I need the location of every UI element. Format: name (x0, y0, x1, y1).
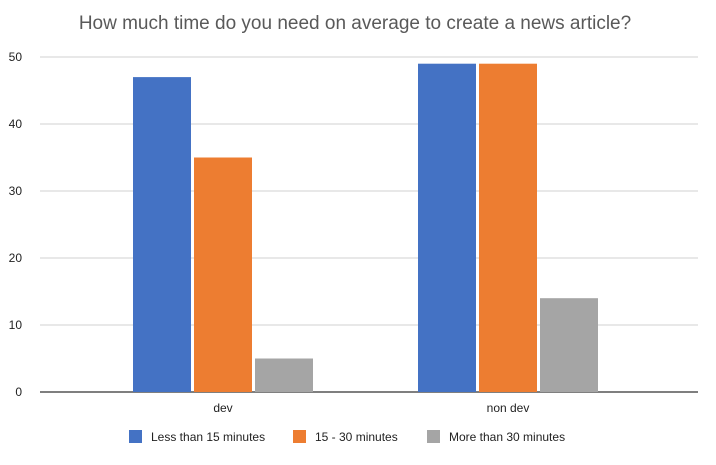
bar-dev-series-0 (133, 77, 191, 392)
legend-swatch (427, 430, 440, 443)
legend: Less than 15 minutes 15 - 30 minutes More … (129, 430, 565, 444)
legend-swatch (293, 430, 306, 443)
bar-dev-series-2 (255, 358, 313, 392)
legend-label: 15 - 30 minutes (315, 430, 398, 444)
legend-swatch (129, 430, 142, 443)
y-axis-ticks: 0 10 20 30 40 50 (9, 50, 23, 399)
bar-non-dev-series-2 (540, 298, 598, 392)
chart-title: How much time do you need on average to … (79, 13, 631, 34)
y-tick-label: 50 (9, 50, 23, 64)
y-tick-label: 20 (9, 251, 23, 265)
x-axis-categories: dev non dev (213, 401, 529, 415)
legend-label: Less than 15 minutes (151, 430, 265, 444)
bars (133, 63, 598, 392)
legend-label: More than 30 minutes (449, 430, 565, 444)
y-tick-label: 0 (15, 385, 22, 399)
bar-non-dev-series-0 (418, 63, 476, 392)
x-category-label: non dev (487, 401, 530, 415)
bar-non-dev-series-1 (479, 63, 537, 392)
y-tick-label: 30 (9, 184, 23, 198)
bar-dev-series-1 (194, 157, 252, 392)
y-tick-label: 10 (9, 318, 23, 332)
y-tick-label: 40 (9, 117, 23, 131)
x-category-label: dev (213, 401, 232, 415)
